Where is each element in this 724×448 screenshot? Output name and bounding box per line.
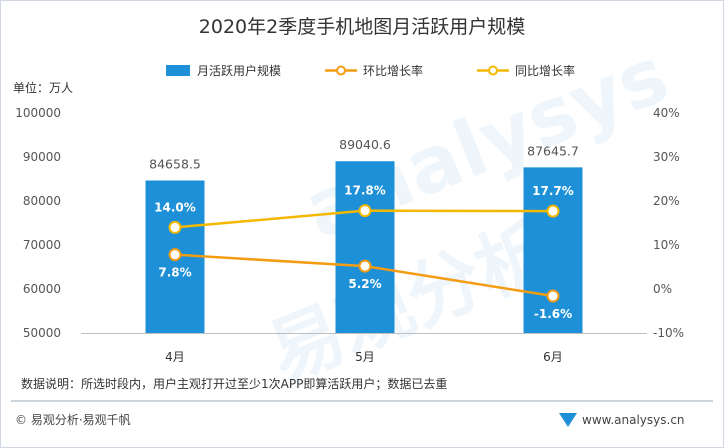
line-value-label: 5.2%	[348, 277, 381, 291]
right-tick-label: 20%	[653, 194, 680, 208]
logo-triangle-icon	[559, 413, 577, 427]
bar-value-label: 87645.7	[527, 143, 579, 158]
right-tick-label: 30%	[653, 150, 680, 164]
category-label: 6月	[543, 350, 563, 364]
legend-swatch-mom-marker	[336, 65, 346, 76]
right-tick-label: 0%	[653, 282, 672, 296]
bars	[145, 161, 583, 333]
bar-value-labels: 84658.5 89040.6 87645.7	[149, 137, 579, 171]
left-tick-label: 80000	[23, 194, 61, 208]
watermark-chinese: 易观分析	[257, 207, 564, 398]
category-label: 4月	[165, 350, 185, 364]
line-marker	[546, 204, 560, 218]
footer-logo-icon	[559, 413, 577, 427]
left-tick-label: 70000	[23, 238, 61, 252]
right-tick-label: -10%	[653, 326, 684, 340]
footer-website: www.analysys.cn	[582, 413, 685, 427]
line-markers	[168, 204, 560, 303]
line-marker	[358, 204, 372, 218]
line-marker	[168, 220, 182, 234]
chart-title: 2020年2季度手机地图月活跃用户规模	[199, 16, 525, 38]
line-value-label: -1.6%	[534, 307, 572, 321]
line-marker	[168, 248, 182, 262]
data-note: 数据说明：所选时段内，用户主观打开过至少1次APP即算活跃用户；数据已去重	[21, 376, 447, 391]
unit-label: 单位：万人	[13, 80, 73, 95]
category-label: 5月	[355, 350, 375, 364]
left-tick-label: 60000	[23, 282, 61, 296]
line-value-labels: 7.8% 5.2% -1.6% 14.0% 17.8% 17.7%	[154, 184, 574, 321]
legend-swatch-bar	[166, 65, 190, 76]
left-tick-label: 50000	[23, 326, 61, 340]
line-value-label: 17.7%	[532, 184, 574, 198]
bar	[335, 161, 395, 333]
line-marker	[546, 289, 560, 303]
legend: 月活跃用户规模 环比增长率 同比增长率	[166, 63, 575, 78]
left-tick-label: 100000	[15, 106, 61, 120]
bar	[523, 167, 583, 333]
line-marker	[358, 259, 372, 273]
legend-label-bar: 月活跃用户规模	[197, 63, 281, 78]
left-tick-label: 90000	[23, 150, 61, 164]
right-tick-label: 10%	[653, 238, 680, 252]
legend-label-yoy: 同比增长率	[515, 63, 575, 78]
bar-value-label: 84658.5	[149, 157, 201, 172]
line-value-label: 7.8%	[158, 266, 191, 280]
footer-source: © 易观分析·易观千帆	[15, 412, 131, 427]
left-axis-ticks: 50000 60000 70000 80000 90000 100000	[15, 106, 61, 340]
right-axis-ticks: -10% 0% 10% 20% 30% 40%	[653, 106, 684, 340]
line-value-label: 14.0%	[154, 200, 196, 214]
legend-swatch-yoy-marker	[488, 65, 498, 76]
bar-value-label: 89040.6	[339, 137, 391, 152]
legend-label-mom: 环比增长率	[363, 63, 423, 78]
right-tick-label: 40%	[653, 106, 680, 120]
category-labels: 4月 5月 6月	[165, 350, 563, 364]
line-value-label: 17.8%	[344, 184, 386, 198]
